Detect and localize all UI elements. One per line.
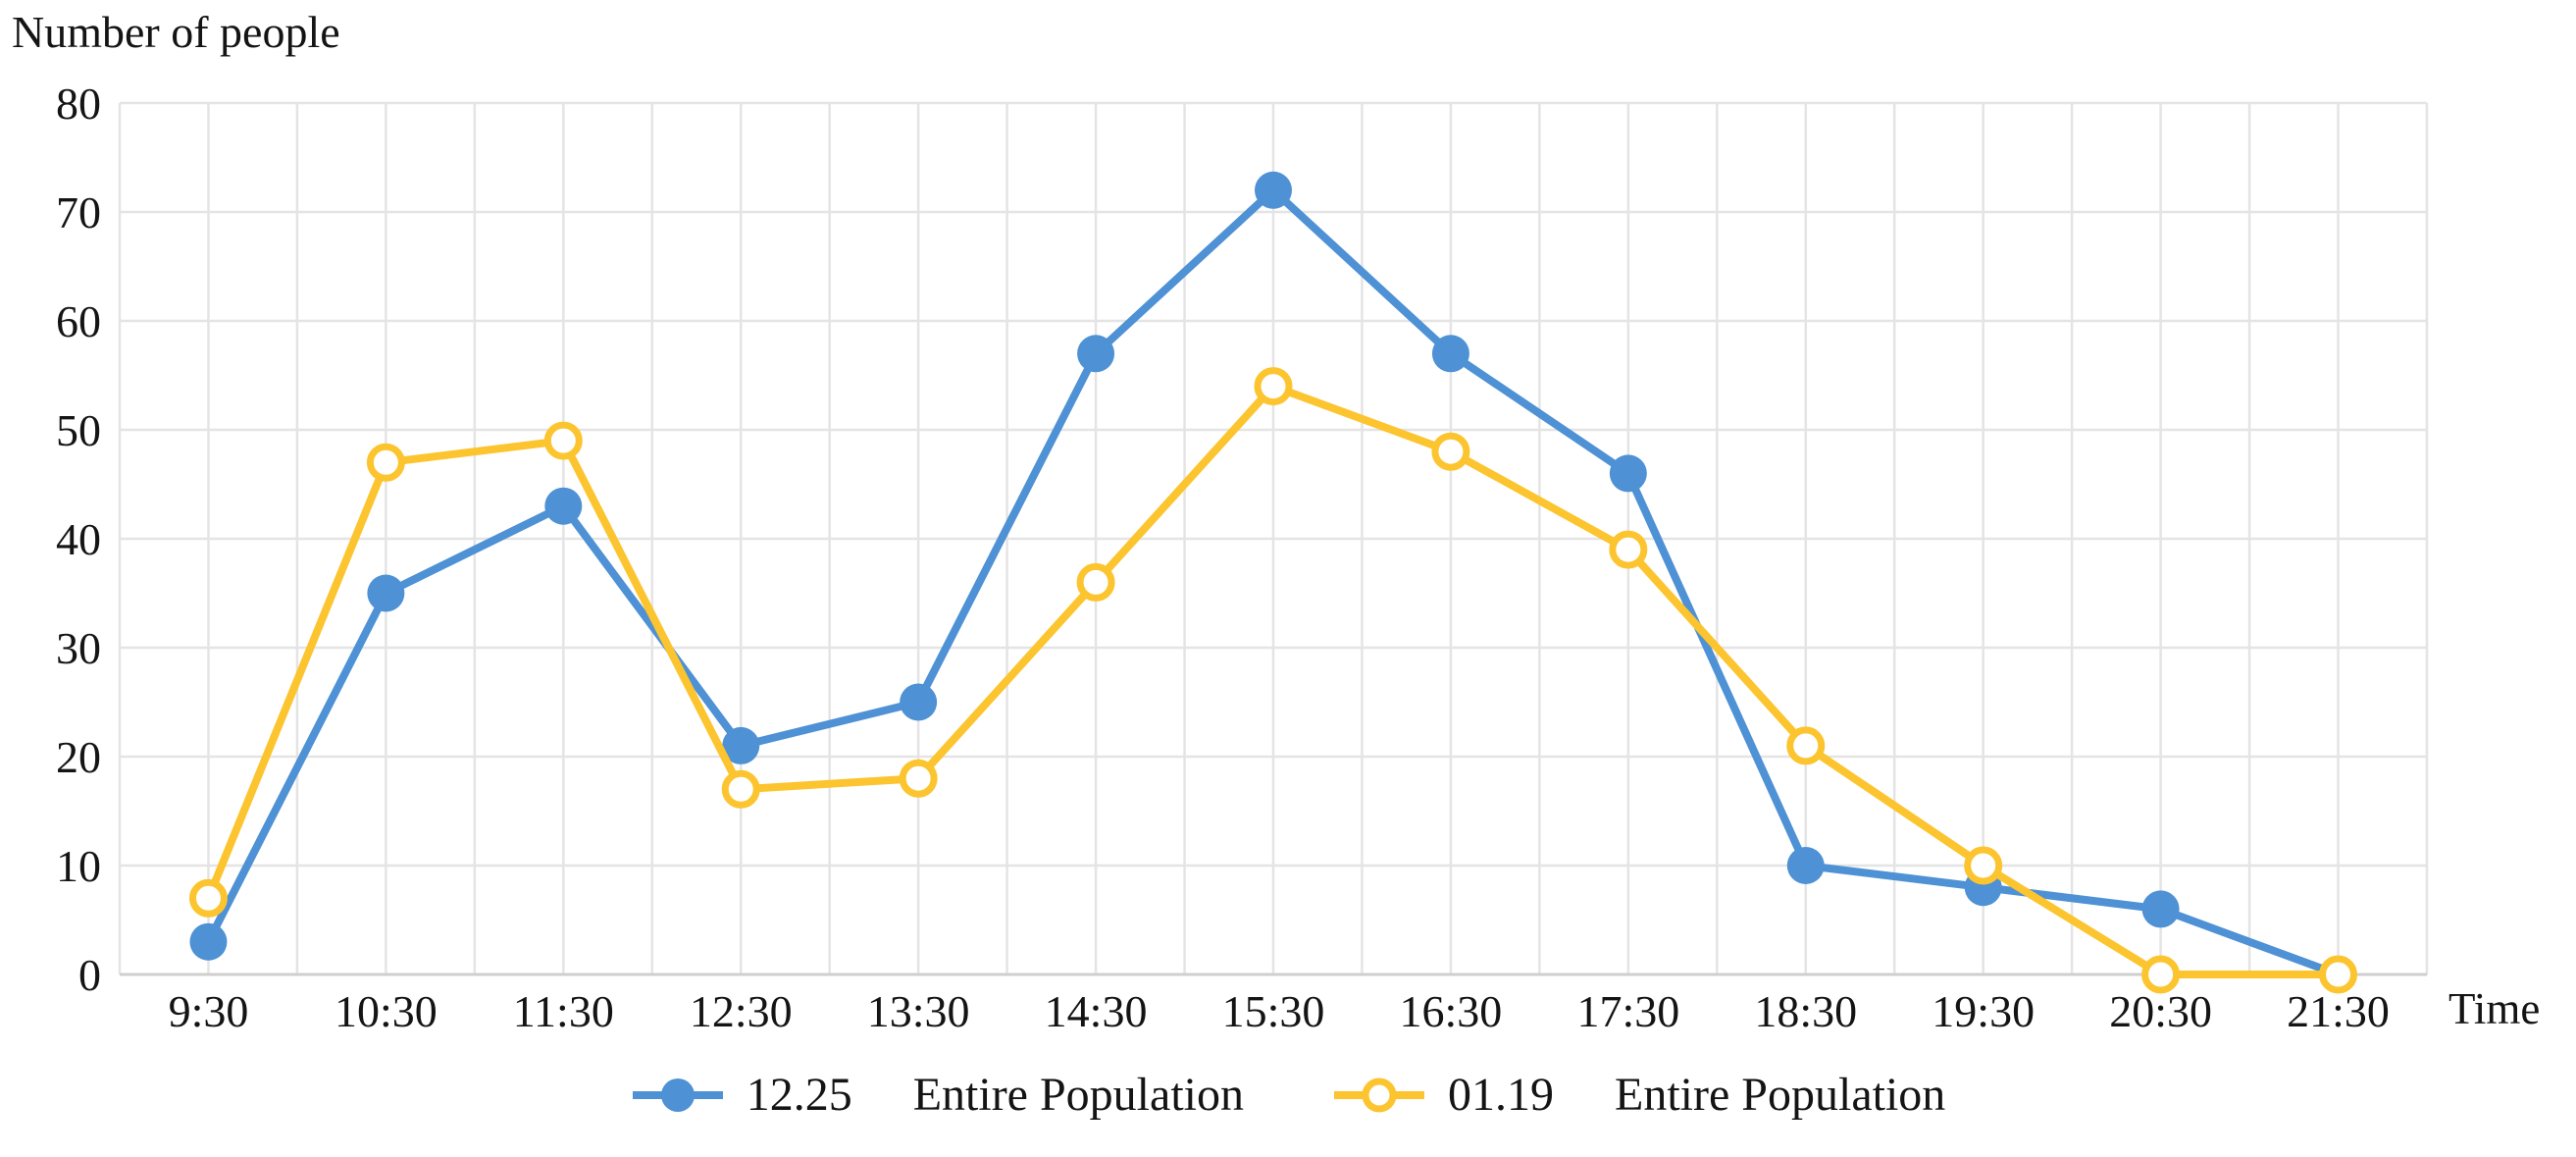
- x-tick-label: 14:30: [1045, 986, 1148, 1036]
- x-tick-label: 20:30: [2109, 986, 2212, 1036]
- legend-series-label: Entire Population: [1615, 1069, 1946, 1121]
- y-tick-label: 30: [56, 623, 101, 673]
- x-tick-label: 13:30: [867, 986, 970, 1036]
- data-point-0: [900, 683, 938, 721]
- data-point-0: [1431, 335, 1469, 373]
- data-point-1: [2141, 955, 2181, 994]
- y-tick-label: 10: [56, 841, 101, 891]
- chart-legend: 12.25 Entire Population 01.19 Entire Pop…: [0, 1068, 2576, 1122]
- x-tick-label: 9:30: [169, 986, 249, 1036]
- data-point-0: [1255, 171, 1292, 209]
- data-point-0: [2141, 890, 2180, 928]
- data-point-0: [189, 922, 228, 961]
- legend-series-date: 12.25: [746, 1069, 852, 1121]
- y-axis-title: Number of people: [12, 7, 340, 57]
- data-point-0: [1786, 847, 1825, 884]
- legend-filled-circle-marker-icon: [632, 1078, 723, 1112]
- data-point-1: [2319, 955, 2358, 994]
- x-tick-label: 17:30: [1576, 986, 1679, 1036]
- data-point-1: [1786, 726, 1826, 765]
- x-tick-label: 21:30: [2287, 986, 2390, 1036]
- data-point-0: [367, 574, 405, 612]
- data-point-0: [1609, 454, 1647, 493]
- y-tick-label: 20: [56, 732, 101, 782]
- y-tick-label: 60: [56, 296, 101, 346]
- data-point-0: [722, 726, 760, 764]
- x-tick-label: 15:30: [1222, 986, 1325, 1036]
- y-tick-label: 80: [56, 79, 101, 129]
- x-tick-label: 19:30: [1932, 986, 2035, 1036]
- y-tick-label: 40: [56, 514, 101, 564]
- x-tick-label: 10:30: [335, 986, 438, 1036]
- data-point-1: [1964, 846, 2003, 885]
- data-point-1: [188, 878, 228, 918]
- legend-item-series-1225: 12.25 Entire Population: [631, 1068, 1244, 1122]
- x-axis-title: Time: [2448, 984, 2541, 1033]
- data-point-1: [721, 769, 760, 809]
- x-tick-label: 11:30: [513, 986, 614, 1036]
- legend-item-series-0119: 01.19 Entire Population: [1332, 1068, 1945, 1122]
- data-point-1: [1431, 432, 1470, 471]
- data-point-0: [544, 487, 583, 525]
- legend-series-date: 01.19: [1448, 1069, 1554, 1121]
- data-point-1: [543, 421, 583, 460]
- data-point-0: [1077, 335, 1115, 373]
- x-tick-label: 16:30: [1400, 986, 1503, 1036]
- x-tick-label: 12:30: [690, 986, 793, 1036]
- legend-open-circle-marker-icon: [1334, 1078, 1424, 1112]
- data-point-1: [1254, 367, 1293, 406]
- data-point-1: [366, 443, 405, 482]
- y-tick-label: 0: [78, 950, 101, 1000]
- y-tick-label: 70: [56, 187, 101, 237]
- legend-series-label: Entire Population: [912, 1069, 1244, 1121]
- data-point-1: [1609, 530, 1648, 569]
- data-point-1: [1076, 562, 1115, 602]
- y-tick-label: 50: [56, 405, 101, 455]
- x-tick-label: 18:30: [1754, 986, 1857, 1036]
- data-point-1: [899, 759, 938, 798]
